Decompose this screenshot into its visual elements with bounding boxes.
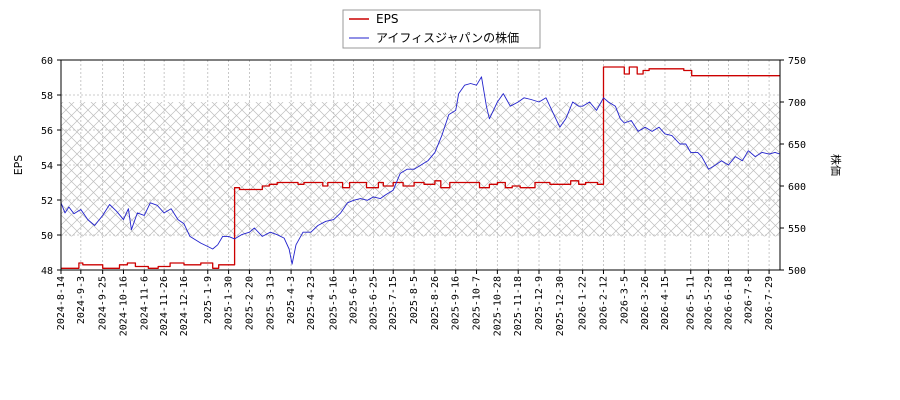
x-tick-label: 2026-7-8 (743, 276, 754, 324)
x-tick-label: 2025-5-16 (329, 276, 340, 330)
y-right-tick-label: 700 (788, 98, 806, 109)
x-axis: 2024-8-14 2024-9-3 2024-9-25 2024-10-16 2024… (56, 270, 775, 336)
x-tick-label: 2025-12-9 (534, 276, 545, 330)
x-tick-label: 2025-9-16 (451, 276, 462, 330)
x-tick-label: 2025-4-3 (286, 276, 297, 324)
y-left-axis: 48 50 52 54 56 58 60 (41, 56, 61, 277)
x-tick-label: 2025-8-5 (409, 276, 420, 324)
y-left-tick-label: 54 (41, 161, 53, 172)
x-tick-label: 2026-1-22 (578, 276, 589, 330)
legend-box (342, 9, 541, 49)
x-tick-label: 2025-8-26 (430, 276, 441, 330)
x-tick-label: 2024-8-14 (56, 276, 67, 330)
x-tick-label: 2025-2-20 (244, 276, 255, 330)
y-left-tick-label: 56 (41, 126, 53, 137)
x-tick-label: 2025-1-9 (203, 276, 214, 324)
y-right-tick-label: 500 (788, 266, 806, 277)
x-tick-label: 2024-9-3 (76, 276, 87, 324)
y-left-axis-label: EPS (12, 155, 25, 176)
x-tick-label: 2025-11-18 (513, 276, 524, 336)
series-line-eps (61, 66, 780, 269)
series-layer (61, 66, 780, 269)
x-tick-label: 2024-12-16 (179, 276, 190, 336)
y-left-tick-label: 52 (41, 196, 53, 207)
x-tick-label: 2026-4-15 (660, 276, 671, 330)
y-left-tick-label: 50 (41, 231, 53, 242)
x-tick-label: 2024-11-6 (139, 276, 150, 330)
y-right-axis-label: 株価 (829, 154, 843, 176)
x-tick-label: 2026-3-5 (619, 276, 630, 324)
x-tick-label: 2025-10-7 (472, 276, 483, 330)
x-tick-label: 2025-6-5 (349, 276, 360, 324)
x-tick-label: 2026-3-26 (640, 276, 651, 330)
series-line-price (61, 76, 780, 265)
x-tick-label: 2024-11-26 (159, 276, 170, 336)
x-tick-label: 2024-9-25 (98, 276, 109, 330)
y-right-tick-label: 550 (788, 224, 806, 235)
x-tick-label: 2025-12-30 (555, 276, 566, 336)
shaded-band (61, 102, 780, 237)
legend-label-eps: EPS (376, 12, 398, 26)
x-tick-label: 2026-5-29 (704, 276, 715, 330)
x-tick-label: 2026-5-11 (686, 276, 697, 330)
x-tick-label: 2026-6-18 (723, 276, 734, 330)
x-tick-label: 2024-10-16 (118, 276, 129, 336)
y-right-tick-label: 600 (788, 182, 806, 193)
y-left-tick-label: 60 (41, 56, 53, 67)
x-tick-label: 2025-6-25 (368, 276, 379, 330)
legend-label-price: アイフィスジャパンの株価 (376, 30, 519, 45)
x-tick-label: 2025-7-15 (388, 276, 399, 330)
y-right-tick-label: 750 (788, 56, 806, 67)
x-tick-label: 2025-1-30 (224, 276, 235, 330)
y-left-tick-label: 58 (41, 91, 53, 102)
x-tick-label: 2025-10-28 (492, 276, 503, 336)
y-left-tick-label: 48 (41, 266, 53, 277)
x-tick-label: 2025-3-13 (265, 276, 276, 330)
x-tick-label: 2026-7-29 (764, 276, 775, 330)
x-tick-label: 2026-2-12 (598, 276, 609, 330)
y-right-tick-label: 650 (788, 140, 806, 151)
x-tick-label: 2025-4-23 (306, 276, 317, 330)
shaded-band-rect (61, 102, 780, 237)
legend: EPS アイフィスジャパンの株価 (342, 9, 541, 49)
y-right-axis: 500 550 600 650 700 750 (780, 56, 806, 277)
